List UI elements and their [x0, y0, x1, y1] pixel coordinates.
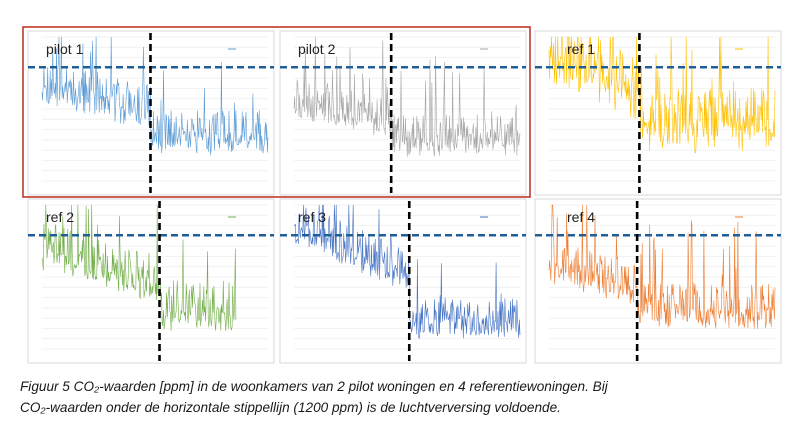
pilot-highlight-frame: [22, 26, 531, 198]
caption-line-1: Figuur 5 CO₂-waarden [ppm] in de woonkam…: [20, 379, 608, 394]
panel-background: [279, 30, 527, 196]
caption-line-2: CO₂-waarden onder de horizontale stippel…: [20, 400, 561, 415]
series-line: [548, 36, 776, 153]
panel-background: [534, 198, 782, 364]
panel-title: pilot 2: [298, 41, 336, 57]
panel-title: ref 3: [298, 209, 326, 225]
panel-title: ref 1: [567, 41, 595, 57]
panel-title: ref 4: [567, 209, 595, 225]
series-line: [293, 36, 521, 157]
series-line: [41, 204, 237, 332]
chart-panel-4: ref 2: [27, 198, 275, 364]
panel-title: pilot 1: [46, 41, 84, 57]
series-line: [293, 204, 521, 339]
series-line: [41, 36, 269, 156]
panel-background: [27, 198, 275, 364]
panel-title: ref 2: [46, 209, 74, 225]
chart-panel-2: pilot 2: [279, 30, 527, 196]
series-line: [548, 204, 776, 330]
chart-panel-1: pilot 1: [27, 30, 275, 196]
chart-panel-5: ref 3: [279, 198, 527, 364]
panel-background: [279, 198, 527, 364]
chart-panel-6: ref 4: [534, 198, 782, 364]
figure-caption: Figuur 5 CO₂-waarden [ppm] in de woonkam…: [20, 376, 800, 418]
chart-panels: pilot 1 pilot 2 ref 1 ref 2 ref 3 ref 4: [27, 30, 782, 364]
chart-panel-3: ref 1: [534, 30, 782, 196]
